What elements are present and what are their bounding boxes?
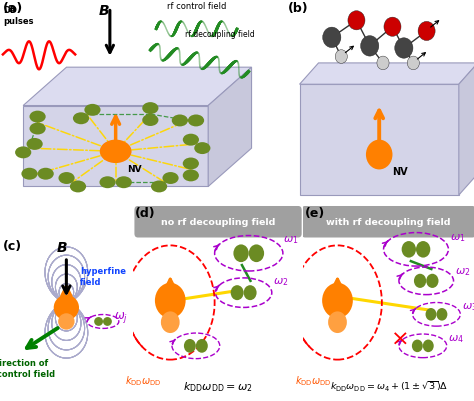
- Circle shape: [100, 177, 116, 189]
- Text: direction of
rf control field: direction of rf control field: [0, 358, 55, 378]
- Circle shape: [142, 115, 158, 127]
- Circle shape: [194, 143, 210, 155]
- Circle shape: [58, 314, 74, 330]
- Circle shape: [70, 181, 86, 193]
- Circle shape: [407, 57, 419, 71]
- Circle shape: [21, 168, 37, 180]
- Circle shape: [323, 28, 341, 49]
- Polygon shape: [300, 85, 459, 196]
- Text: (a): (a): [3, 2, 23, 15]
- Polygon shape: [23, 106, 208, 187]
- Circle shape: [155, 283, 186, 318]
- Circle shape: [151, 181, 167, 193]
- Circle shape: [54, 295, 79, 320]
- Text: $k_{\rm DD}\omega_{\rm DD} = \omega_4 + (1 \pm \sqrt{3})\Delta$: $k_{\rm DD}\omega_{\rm DD} = \omega_4 + …: [329, 379, 448, 393]
- Circle shape: [188, 115, 204, 127]
- Circle shape: [416, 241, 430, 258]
- Circle shape: [366, 140, 392, 170]
- Circle shape: [103, 317, 112, 326]
- Text: rf decoupling field: rf decoupling field: [185, 30, 255, 39]
- Circle shape: [196, 339, 208, 353]
- Text: $k_{\rm DD}\omega_{\rm DD} = \omega_2$: $k_{\rm DD}\omega_{\rm DD} = \omega_2$: [183, 379, 253, 393]
- Text: (c): (c): [3, 240, 22, 253]
- Text: with rf decoupling field: with rf decoupling field: [327, 218, 451, 227]
- Polygon shape: [208, 68, 252, 187]
- Text: $k_{\rm DD}\omega_{\rm DD}$: $k_{\rm DD}\omega_{\rm DD}$: [125, 373, 161, 387]
- Circle shape: [183, 158, 199, 170]
- Circle shape: [412, 340, 423, 352]
- Circle shape: [395, 38, 413, 59]
- Circle shape: [58, 172, 75, 184]
- Circle shape: [37, 168, 54, 180]
- Text: rf control field: rf control field: [167, 2, 226, 11]
- Polygon shape: [23, 68, 252, 106]
- Text: NV: NV: [127, 164, 142, 173]
- Circle shape: [322, 283, 353, 318]
- Text: $\omega_2$: $\omega_2$: [455, 265, 471, 277]
- FancyBboxPatch shape: [135, 207, 301, 238]
- Circle shape: [377, 57, 389, 71]
- Circle shape: [437, 308, 447, 321]
- Circle shape: [233, 245, 249, 263]
- Polygon shape: [459, 64, 474, 196]
- Circle shape: [335, 51, 347, 64]
- Circle shape: [94, 317, 103, 326]
- Circle shape: [172, 115, 188, 127]
- Circle shape: [84, 105, 100, 117]
- Text: $\omega_1$: $\omega_1$: [450, 232, 465, 244]
- Circle shape: [231, 286, 244, 300]
- Circle shape: [244, 286, 256, 300]
- Circle shape: [29, 111, 46, 123]
- Text: $\times$: $\times$: [390, 328, 408, 348]
- Circle shape: [423, 340, 434, 352]
- Text: $\omega_3$: $\omega_3$: [462, 301, 474, 312]
- Polygon shape: [300, 64, 474, 85]
- Circle shape: [401, 241, 416, 258]
- Circle shape: [183, 134, 199, 146]
- Circle shape: [361, 36, 379, 57]
- FancyBboxPatch shape: [301, 207, 474, 238]
- Circle shape: [163, 172, 179, 184]
- Circle shape: [73, 113, 89, 125]
- Text: DD
pulses: DD pulses: [3, 6, 33, 26]
- Circle shape: [142, 103, 158, 115]
- Text: (d): (d): [135, 207, 155, 219]
- Circle shape: [100, 140, 132, 164]
- Circle shape: [15, 147, 31, 159]
- Circle shape: [426, 274, 438, 288]
- Circle shape: [414, 274, 426, 288]
- Circle shape: [161, 312, 180, 333]
- Text: $\omega_j$: $\omega_j$: [114, 309, 128, 324]
- Text: $\boldsymbol{B}$: $\boldsymbol{B}$: [56, 240, 68, 254]
- Text: $\omega_2$: $\omega_2$: [273, 275, 288, 287]
- Circle shape: [116, 177, 132, 189]
- Text: $\omega_1$: $\omega_1$: [283, 234, 299, 246]
- Circle shape: [184, 339, 196, 353]
- Text: $k_{\rm DD}\omega_{\rm DD}$: $k_{\rm DD}\omega_{\rm DD}$: [295, 373, 332, 387]
- Text: (b): (b): [288, 2, 309, 15]
- Circle shape: [249, 245, 264, 263]
- Circle shape: [29, 123, 46, 135]
- Circle shape: [328, 312, 347, 333]
- Circle shape: [384, 18, 401, 37]
- Text: hyperfine
field: hyperfine field: [80, 267, 126, 286]
- Text: $\boldsymbol{B}$: $\boldsymbol{B}$: [98, 4, 110, 18]
- Text: $\omega_4$: $\omega_4$: [448, 332, 464, 344]
- Text: NV: NV: [392, 166, 408, 176]
- Text: (e): (e): [305, 207, 325, 219]
- Circle shape: [183, 170, 199, 182]
- Text: no rf decoupling field: no rf decoupling field: [161, 218, 275, 227]
- Circle shape: [426, 308, 437, 321]
- Circle shape: [348, 12, 365, 31]
- Circle shape: [27, 139, 43, 150]
- Circle shape: [418, 22, 435, 41]
